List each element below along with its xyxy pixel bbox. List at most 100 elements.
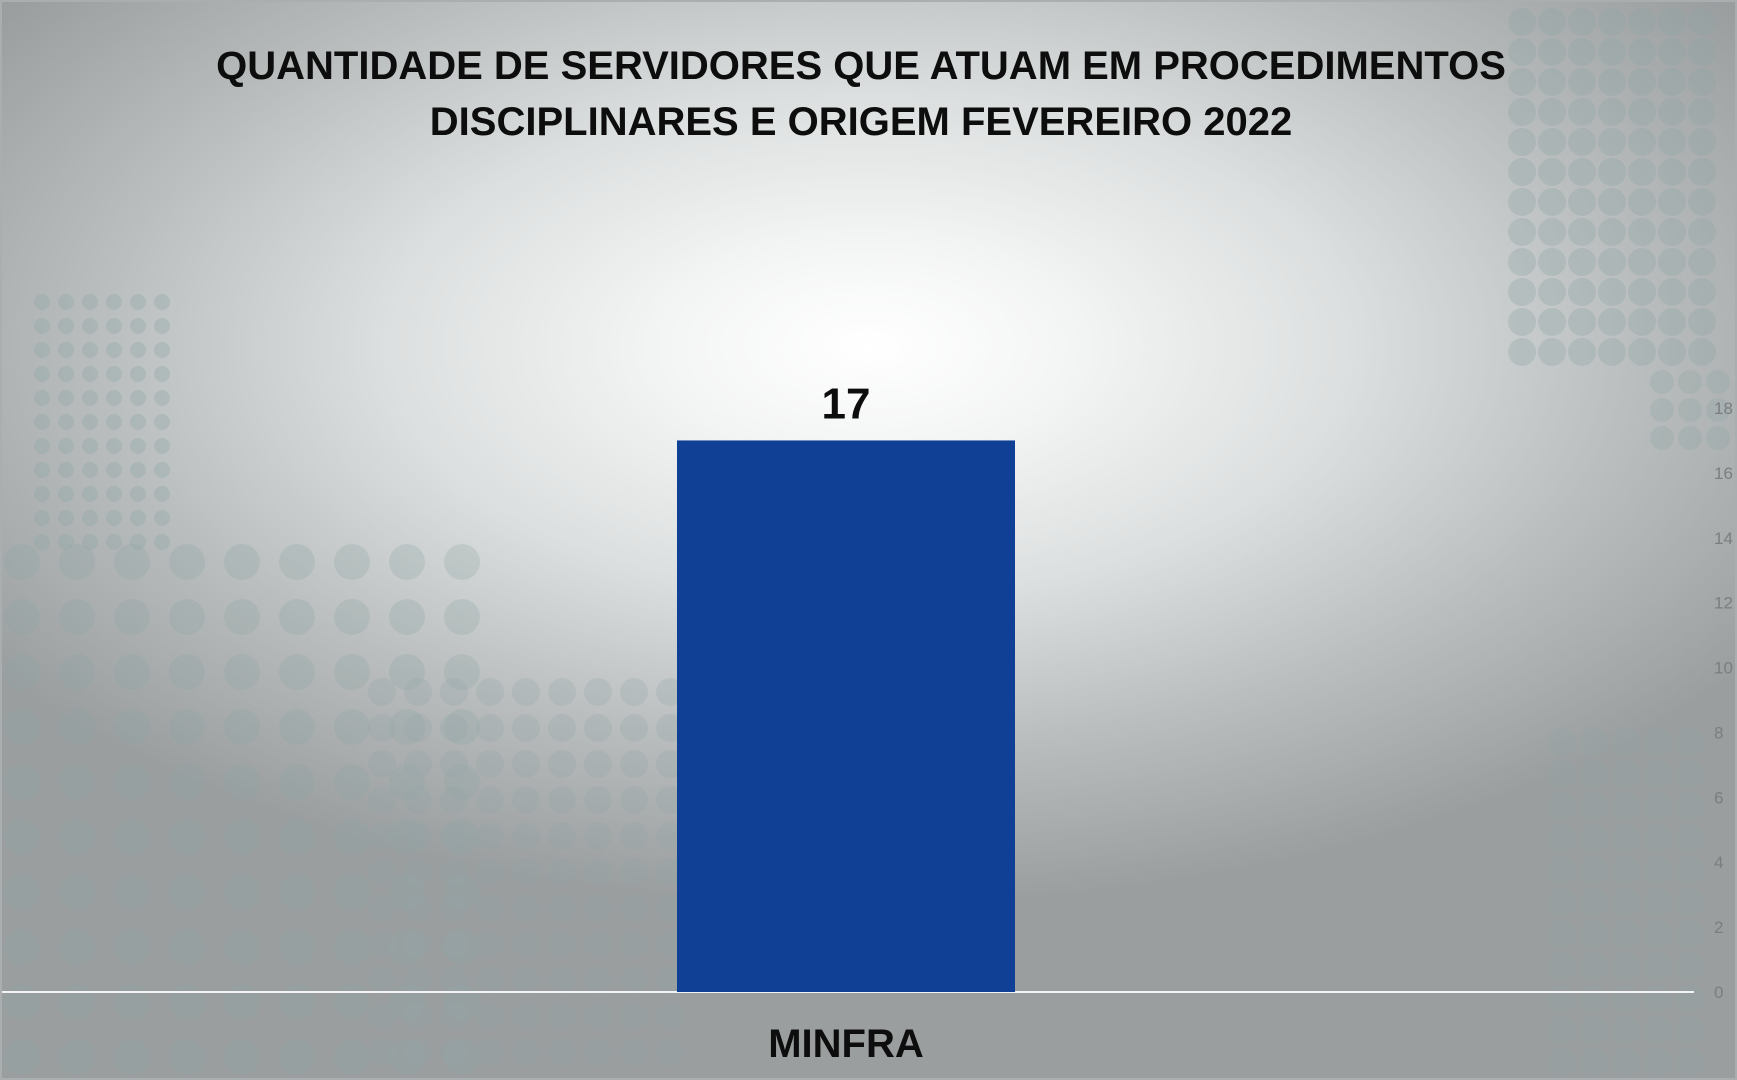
category-labels-group: MINFRA — [768, 1022, 924, 1066]
background-dot — [404, 966, 432, 994]
background-dot — [584, 1002, 612, 1030]
background-dot — [1568, 158, 1596, 186]
background-dot — [1580, 984, 1608, 1012]
background-dot — [154, 486, 170, 502]
background-dot — [106, 438, 122, 454]
background-dot — [114, 599, 150, 635]
background-dot — [82, 462, 98, 478]
background-dot — [154, 414, 170, 430]
background-dot — [224, 599, 260, 635]
background-dot — [404, 786, 432, 814]
background-dot — [34, 294, 50, 310]
background-dot — [476, 822, 504, 850]
background-dot — [334, 764, 370, 800]
background-dot — [476, 894, 504, 922]
background-dot — [224, 654, 260, 690]
background-dot — [224, 819, 260, 855]
background-dot — [512, 858, 540, 886]
background-dot — [444, 929, 480, 965]
background-dot — [476, 1002, 504, 1030]
background-dot — [404, 894, 432, 922]
background-dot — [34, 366, 50, 382]
background-dot — [58, 366, 74, 382]
background-dot — [58, 342, 74, 358]
background-dot — [1628, 128, 1656, 156]
y-tick-label: 4 — [1714, 853, 1723, 872]
background-dot — [1612, 1048, 1640, 1076]
background-dot — [1688, 8, 1716, 36]
background-dot — [1598, 98, 1626, 126]
background-dot — [58, 462, 74, 478]
background-dot — [1580, 952, 1608, 980]
background-dot — [106, 366, 122, 382]
background-dot — [82, 414, 98, 430]
background-dot — [1628, 338, 1656, 366]
background-dot — [1568, 68, 1596, 96]
background-dot — [1568, 248, 1596, 276]
background-dot — [620, 1038, 648, 1066]
background-dot — [114, 984, 150, 1020]
background-dot — [512, 894, 540, 922]
background-dot — [82, 318, 98, 334]
background-dot — [82, 486, 98, 502]
background-dot — [130, 342, 146, 358]
background-dot — [224, 1039, 260, 1075]
background-dot — [279, 929, 315, 965]
background-dot — [1658, 278, 1686, 306]
background-dot — [444, 599, 480, 635]
background-dot — [224, 929, 260, 965]
background-dot — [1612, 920, 1640, 948]
background-dot — [4, 764, 40, 800]
background-dot — [368, 1038, 396, 1066]
background-dot — [154, 438, 170, 454]
background-dot — [404, 930, 432, 958]
background-dot — [1508, 188, 1536, 216]
background-dot — [106, 414, 122, 430]
background-dot — [34, 390, 50, 406]
background-dot — [1644, 952, 1672, 980]
background-dot — [82, 438, 98, 454]
background-dot — [279, 544, 315, 580]
background-dot — [1538, 98, 1566, 126]
background-dot — [584, 1038, 612, 1066]
background-dot — [476, 678, 504, 706]
background-dot — [130, 294, 146, 310]
background-dot — [4, 819, 40, 855]
background-dot — [1644, 1016, 1672, 1044]
background-dot — [114, 654, 150, 690]
background-dot — [444, 819, 480, 855]
background-dot — [1568, 128, 1596, 156]
y-tick-label: 6 — [1714, 788, 1723, 807]
y-tick-label: 14 — [1714, 529, 1733, 548]
background-dot — [279, 1039, 315, 1075]
background-dot — [444, 709, 480, 745]
background-dot — [1580, 888, 1608, 916]
background-dot — [1644, 824, 1672, 852]
background-dot — [404, 1038, 432, 1066]
background-dot — [404, 822, 432, 850]
background-dot — [1568, 8, 1596, 36]
background-dot — [34, 534, 50, 550]
background-dot — [1688, 98, 1716, 126]
y-tick-label: 8 — [1714, 723, 1723, 742]
background-dot — [1658, 218, 1686, 246]
background-dot — [389, 709, 425, 745]
background-dot — [1548, 920, 1576, 948]
background-dot — [440, 750, 468, 778]
background-dot — [1644, 984, 1672, 1012]
background-dot — [34, 342, 50, 358]
background-dot — [1508, 218, 1536, 246]
background-dot — [1688, 278, 1716, 306]
background-dot — [154, 390, 170, 406]
background-dot — [1628, 98, 1656, 126]
background-dot — [1538, 8, 1566, 36]
background-dot — [1580, 792, 1608, 820]
y-axis-ticks: 0 2 4 6 8 10 12 14 16 18 — [1714, 399, 1733, 1002]
background-dot — [154, 534, 170, 550]
background-dot — [279, 764, 315, 800]
background-dot — [1548, 792, 1576, 820]
background-dot — [476, 786, 504, 814]
background-dot — [1612, 888, 1640, 916]
background-dot — [114, 819, 150, 855]
